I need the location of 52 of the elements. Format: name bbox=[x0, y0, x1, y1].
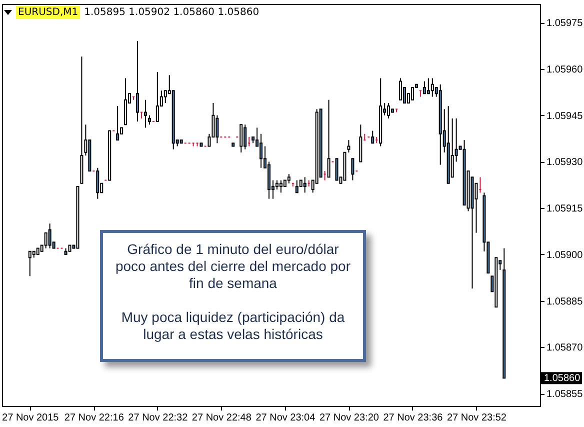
text: 1.05860 bbox=[544, 373, 581, 384]
x-tick-label: 27 Nov 23:36 bbox=[383, 412, 444, 424]
candlestick bbox=[164, 90, 167, 104]
candlestick bbox=[96, 167, 100, 200]
y-tick-label: 1.05960 bbox=[546, 64, 584, 76]
y-tick-label: 1.05930 bbox=[546, 157, 584, 168]
candlestick bbox=[371, 130, 374, 144]
y-tick-label: 1.05885 bbox=[546, 296, 584, 308]
candlestick bbox=[410, 86, 414, 100]
candlestick bbox=[28, 250, 32, 277]
candlestick bbox=[244, 124, 247, 150]
annotation: Muy poca liquidez (participación) da lugar a estas velas históricas bbox=[120, 309, 346, 343]
x-tick-label: 27 Nov 22:16 bbox=[64, 412, 124, 424]
candlestick bbox=[426, 78, 430, 94]
candlestick bbox=[116, 106, 120, 141]
candlestick bbox=[148, 114, 151, 126]
y-tick-label: 1.05855 bbox=[546, 389, 584, 400]
candlestick bbox=[260, 133, 263, 168]
candlestick bbox=[144, 99, 147, 128]
candlestick bbox=[327, 99, 330, 178]
candlestick bbox=[216, 114, 219, 144]
candlestick bbox=[387, 102, 390, 119]
candlestick bbox=[399, 78, 402, 100]
candlestick bbox=[44, 232, 48, 249]
x-tick-label: 27 Nov 2015 bbox=[2, 412, 60, 424]
x-tick-label: 27 Nov 22:48 bbox=[192, 412, 252, 424]
candlestick bbox=[347, 140, 350, 153]
candlestick bbox=[303, 176, 306, 194]
candlestick bbox=[279, 180, 282, 194]
candlestick bbox=[351, 158, 354, 181]
candlestick bbox=[335, 158, 338, 181]
candlestick bbox=[136, 40, 139, 122]
y-tick-label: 1.05900 bbox=[546, 250, 584, 261]
annotation: Gráfico de 1 minuto del euro/dólar poco antes del cierre del mercado por fin de semana bbox=[114, 241, 352, 292]
chart-title: EURUSD,M1 bbox=[16, 6, 80, 19]
y-tick-label: 1.05945 bbox=[546, 110, 584, 122]
candlestick bbox=[430, 78, 434, 98]
y-tick-label: 1.05975 bbox=[546, 18, 584, 30]
y-tick-label: 1.05915 bbox=[546, 204, 584, 215]
candlestick bbox=[156, 72, 159, 122]
candlestick bbox=[287, 174, 290, 184]
candlestick bbox=[295, 180, 298, 194]
candlestick bbox=[275, 180, 278, 190]
candlestick bbox=[240, 124, 243, 153]
y-tick-label: 1.05870 bbox=[546, 342, 584, 354]
x-tick-label: 27 Nov 23:04 bbox=[256, 412, 316, 424]
candlestick bbox=[48, 223, 52, 249]
candlestick bbox=[422, 80, 426, 94]
x-tick-label: 27 Nov 23:20 bbox=[319, 412, 380, 424]
x-tick-label: 27 Nov 23:52 bbox=[446, 412, 507, 424]
x-tick-label: 27 Nov 22:32 bbox=[128, 412, 188, 424]
chart-subtitle: 1.05895 1.05902 1.05860 1.05860 bbox=[84, 7, 260, 18]
